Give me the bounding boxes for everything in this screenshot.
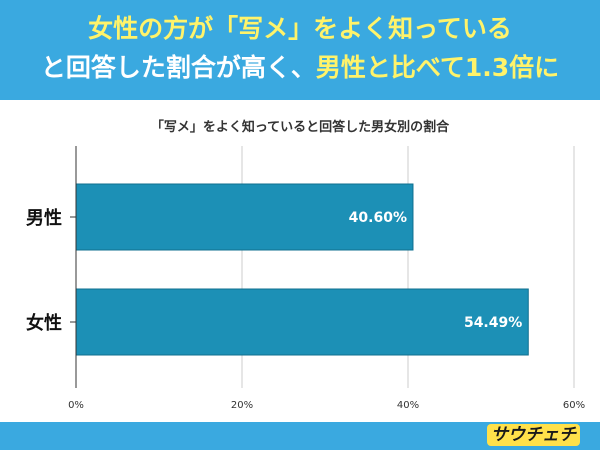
x-tick-label: 40% [397,400,419,411]
category-label: 男性 [26,207,62,229]
headline-line-1: 女性の方が「写メ」をよく知っている [88,14,512,43]
bar [75,288,529,356]
bar-value-label: 40.60% [349,210,407,226]
headline-line-2: と回答した割合が高く、男性と比べて1.3倍に [0,52,600,84]
category-label: 女性 [26,312,62,334]
chart-area [0,100,600,422]
header-banner [0,0,600,100]
headline-line-2-part-2: 男性と比べて1.3倍に [315,53,560,82]
x-tick-label: 20% [231,400,253,411]
bar-value-label: 54.49% [464,315,522,331]
headline-line-2-part-1: と回答した割合が高く、 [40,53,316,82]
x-tick-label: 0% [68,400,84,411]
chart-title: 「写メ」をよく知っていると回答した男女別の割合 [150,120,450,135]
x-tick-label: 60% [563,400,585,411]
brand-logo: サウチェチ [487,424,580,446]
